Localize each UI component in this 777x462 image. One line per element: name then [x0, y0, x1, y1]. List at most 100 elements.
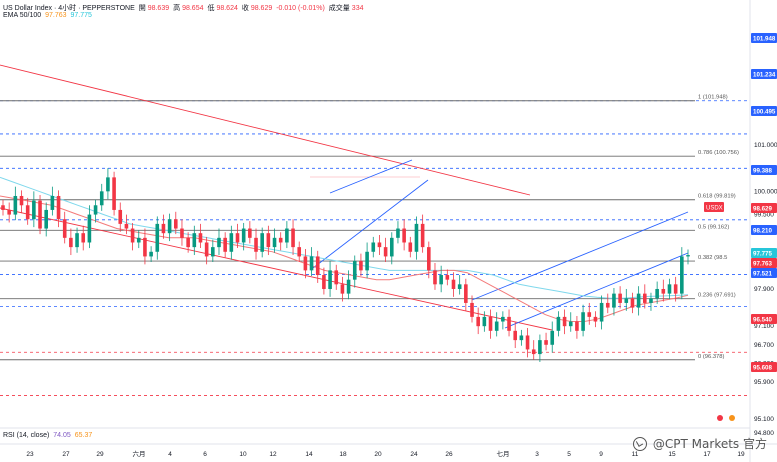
chart-header: US Dollar Index · 4小时 · PEPPERSTONE 開 98.… [3, 3, 365, 13]
candle-body [605, 302, 610, 308]
candle-body [538, 340, 542, 355]
candle-body [260, 233, 264, 252]
x-tick-label: 七月 [497, 449, 510, 458]
ema50-value: 97.763 [45, 12, 67, 19]
candle-body [192, 233, 197, 248]
symbol-label[interactable]: US Dollar Index · 4小时 · PEPPERSTONE [3, 5, 135, 12]
bell-icon [729, 415, 735, 421]
candle-body [223, 237, 227, 252]
y-tick-label: 100.000 [754, 188, 777, 195]
candle-body [618, 293, 622, 303]
x-tick-label: 20 [374, 451, 382, 458]
low-value: 98.624 [216, 5, 238, 12]
y-tick-label: 99.500 [754, 212, 774, 219]
high-label: 高 [173, 5, 181, 12]
price-tag-bg [751, 268, 777, 278]
candle-body [149, 251, 153, 257]
candle-body [309, 256, 314, 271]
candle-body [396, 228, 400, 238]
x-tick-label: 19 [737, 451, 745, 458]
price-tag-bg [751, 106, 777, 116]
y-tick-label: 95.900 [754, 379, 774, 386]
candle-body [667, 284, 672, 294]
candle-body [476, 316, 480, 327]
candle-body [180, 228, 184, 238]
candle-body [661, 288, 666, 294]
rsi-ma-value: 65.37 [74, 432, 93, 439]
x-tick-label: 4 [168, 451, 172, 458]
candle-body [167, 219, 172, 234]
rsi-legend[interactable]: RSI (14, close) 74.05 65.37 [3, 432, 94, 439]
x-tick-label: 23 [26, 451, 34, 458]
fib-level-label: 0.5 (99.162) [698, 224, 729, 230]
x-tick-label: 15 [668, 451, 676, 458]
candle-body [519, 335, 524, 341]
candle-body [451, 279, 456, 289]
cpt-logo-icon [632, 436, 647, 451]
y-tick-label: 101.000 [754, 142, 777, 149]
candle-body [303, 256, 308, 271]
x-tick-label: 6 [203, 451, 207, 458]
candle-body [124, 223, 129, 229]
watermark: @CPT Markets 官方 [632, 435, 767, 452]
price-tag-text: 97.763 [753, 261, 772, 268]
volume-value: 334 [351, 5, 364, 12]
candle-body [501, 316, 505, 322]
candle-body [56, 195, 61, 220]
rising-channel-lower [504, 252, 689, 329]
price-tag-text: 99.388 [753, 168, 772, 175]
candle-body [7, 209, 11, 215]
candle-body [630, 298, 635, 308]
change-value: -0.010 (-0.01%) [276, 5, 325, 12]
candle-body [291, 228, 295, 248]
alert-icon [717, 415, 723, 421]
candle-body [408, 242, 413, 252]
price-tag-bg [751, 165, 777, 175]
candle-body [155, 223, 160, 252]
candle-body [433, 270, 437, 285]
candle-body [513, 330, 518, 341]
candle-body [254, 237, 258, 252]
price-tag-bg [751, 203, 777, 213]
candle-body [204, 242, 209, 257]
ema-legend[interactable]: EMA 50/100 97.763 97.775 [3, 12, 94, 19]
y-tick-label: 96.700 [754, 342, 774, 349]
x-tick-label: 14 [305, 451, 313, 458]
candle-body [414, 223, 419, 252]
candle-body [525, 335, 530, 350]
candle-body [322, 275, 326, 289]
candle-body [383, 247, 388, 257]
candle-body [13, 195, 18, 215]
candle-body [19, 195, 24, 206]
candle-body [297, 247, 302, 257]
open-label: 開 [138, 5, 146, 12]
rsi-value: 74.05 [53, 432, 71, 439]
candle-body [93, 205, 98, 215]
price-tag-text: 97.521 [753, 271, 772, 278]
candle-body [346, 279, 351, 294]
x-tick-label: 27 [62, 451, 70, 458]
candle-body [99, 191, 104, 206]
x-tick-label: 12 [269, 451, 277, 458]
price-tag-text: 98.210 [753, 228, 772, 235]
fib-level-label: 0.786 (100.756) [698, 150, 739, 156]
x-tick-label: 29 [96, 451, 104, 458]
candle-body [44, 209, 48, 229]
candle-body [198, 233, 203, 243]
price-tag-bg [751, 258, 777, 268]
candle-body [593, 316, 598, 322]
candle-body [87, 214, 92, 243]
rising-channel-upper [471, 211, 689, 301]
price-tag-bg [751, 33, 777, 43]
candle-body [427, 247, 431, 271]
ema-label: EMA 50/100 [3, 12, 42, 19]
candle-body [38, 200, 42, 229]
candle-body [371, 242, 376, 252]
candle-body [186, 237, 190, 248]
candle-body [352, 261, 357, 280]
volume-label: 成交量 [328, 5, 350, 12]
candle-body [488, 316, 493, 331]
candle-body [211, 247, 215, 257]
candle-body [359, 261, 363, 271]
